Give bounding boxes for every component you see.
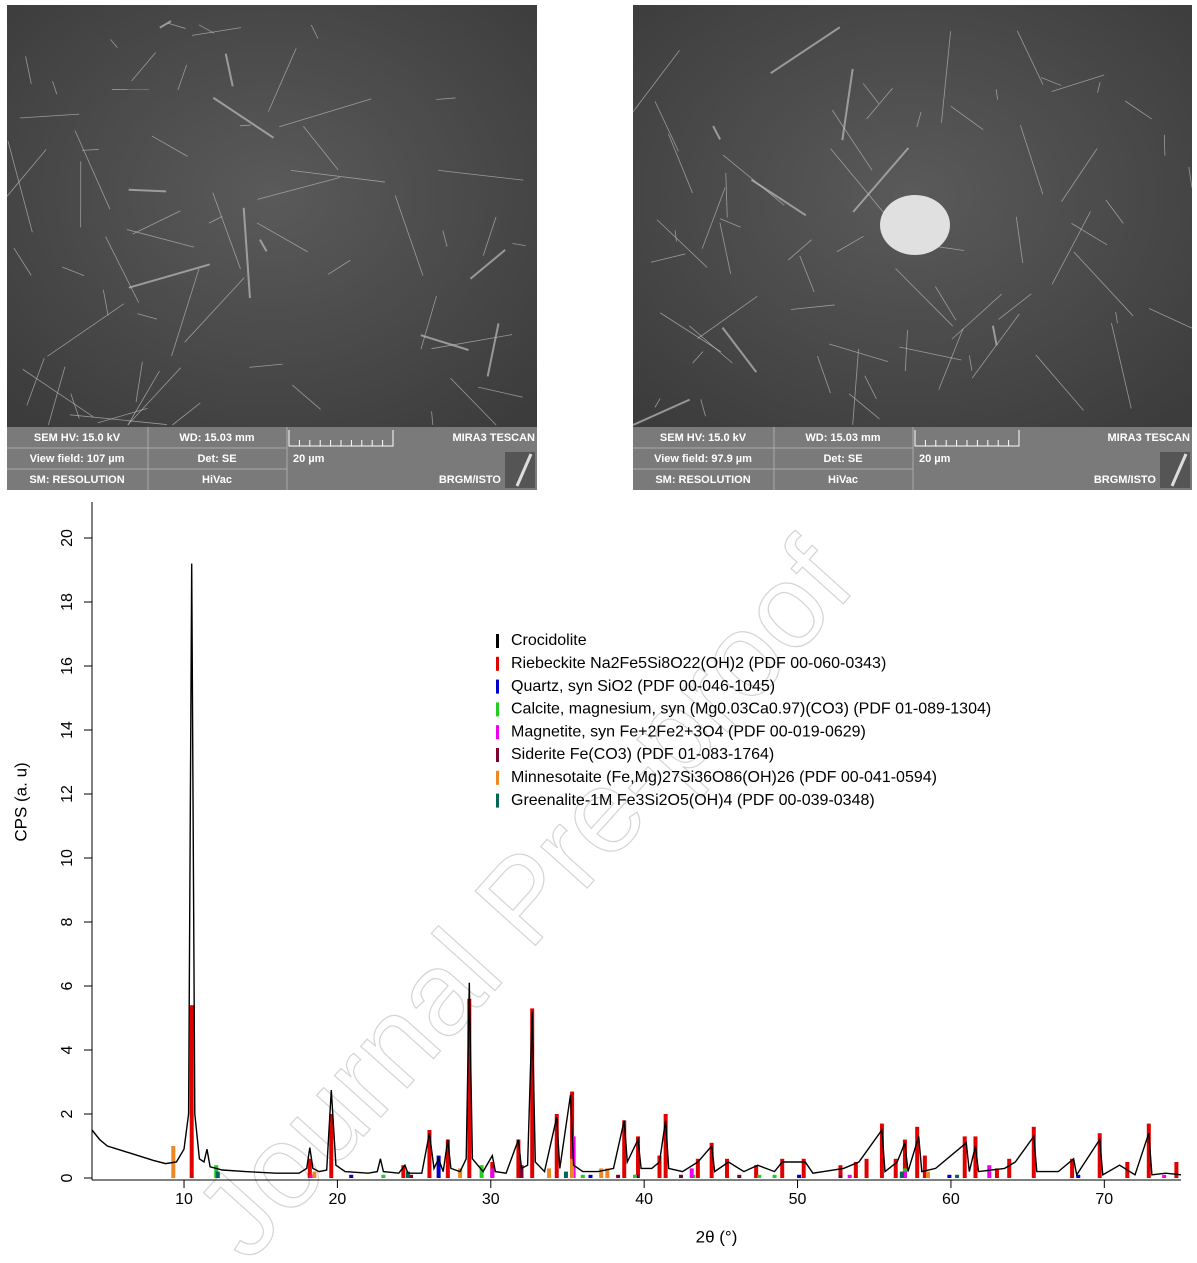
reference-stick <box>915 1127 919 1178</box>
legend-swatch <box>496 794 499 808</box>
info-text: SM: RESOLUTION <box>655 474 750 486</box>
y-tick-label: 18 <box>59 593 76 611</box>
legend-swatch <box>496 634 499 648</box>
legend-label: Magnetite, syn Fe+2Fe2+3O4 (PDF 00-019-0… <box>511 723 866 740</box>
info-text: HiVac <box>202 474 232 486</box>
info-text: WD: 15.03 mm <box>179 432 254 444</box>
legend-label: Siderite Fe(CO3) (PDF 01-083-1764) <box>511 746 774 763</box>
info-text: View field: 107 µm <box>30 453 125 465</box>
y-tick-label: 10 <box>59 849 76 867</box>
reference-stick <box>381 1175 385 1178</box>
x-tick-label: 50 <box>789 1191 807 1208</box>
reference-stick <box>947 1175 951 1178</box>
x-tick-label: 70 <box>1095 1191 1113 1208</box>
reference-stick <box>547 1168 551 1178</box>
x-tick-label: 10 <box>175 1191 193 1208</box>
x-tick-label: 30 <box>482 1191 500 1208</box>
reference-stick <box>616 1175 620 1178</box>
legend-label: Crocidolite <box>511 632 587 649</box>
reference-stick <box>838 1175 842 1178</box>
watermark: Journal Pre-proof <box>169 516 877 1258</box>
info-text: WD: 15.03 mm <box>805 432 880 444</box>
info-text: SEM HV: 15.0 kV <box>660 432 747 444</box>
reference-stick <box>987 1165 991 1178</box>
info-text: MIRA3 TESCAN <box>452 432 535 444</box>
reference-stick <box>737 1175 741 1178</box>
x-tick-label: 60 <box>942 1191 960 1208</box>
info-bar: SEM HV: 15.0 kV WD: 15.03 mm View field: 9… <box>633 427 1192 490</box>
reference-stick <box>1007 1159 1011 1178</box>
legend-swatch <box>496 702 499 716</box>
y-tick-label: 20 <box>59 529 76 547</box>
reference-stick <box>216 1172 220 1178</box>
y-tick-label: 0 <box>59 1173 76 1182</box>
sem-image <box>633 5 1192 427</box>
reference-stick <box>633 1175 637 1178</box>
reference-stick <box>564 1172 568 1178</box>
legend-swatch <box>496 680 499 694</box>
x-tick-label: 20 <box>329 1191 347 1208</box>
particle <box>880 195 950 255</box>
reference-stick <box>679 1175 683 1178</box>
info-text: View field: 97.9 µm <box>654 453 752 465</box>
legend-swatch <box>496 748 499 762</box>
legend-swatch <box>496 725 499 739</box>
reference-stick <box>1174 1162 1178 1178</box>
info-text: SM: RESOLUTION <box>29 474 124 486</box>
reference-stick <box>797 1175 801 1178</box>
reference-stick <box>588 1175 592 1178</box>
reference-stick <box>1162 1175 1166 1178</box>
info-text: HiVac <box>828 474 858 486</box>
info-text: BRGM/ISTO <box>1094 474 1157 486</box>
reference-stick <box>690 1168 694 1178</box>
info-text: MIRA3 TESCAN <box>1107 432 1190 444</box>
reference-stick <box>599 1168 603 1178</box>
y-tick-label: 4 <box>59 1045 76 1054</box>
y-tick-label: 12 <box>59 785 76 803</box>
reference-stick <box>773 1175 777 1178</box>
y-axis-label: CPS (a. u) <box>11 762 30 841</box>
page: SEM HV: 15.0 kV WD: 15.03 mm View field: 1… <box>0 0 1197 1258</box>
reference-stick <box>900 1172 904 1178</box>
reference-stick <box>865 1159 869 1178</box>
y-tick-label: 2 <box>59 1109 76 1118</box>
legend-label: Riebeckite Na2Fe5Si8O22(OH)2 (PDF 00-060… <box>511 655 886 672</box>
legend-label: Calcite, magnesium, syn (Mg0.03Ca0.97)(C… <box>511 701 991 718</box>
info-text: 20 µm <box>919 453 951 465</box>
y-tick-label: 14 <box>59 721 76 739</box>
info-text: BRGM/ISTO <box>439 474 502 486</box>
reference-stick <box>848 1175 852 1178</box>
info-text: Det: SE <box>823 453 862 465</box>
reference-stick <box>490 1168 494 1178</box>
legend-label: Minnesotaite (Fe,Mg)27Si36O86(OH)26 (PDF… <box>511 769 937 786</box>
micrograph <box>7 5 537 427</box>
x-tick-label: 40 <box>635 1191 653 1208</box>
legend-label: Greenalite-1M Fe3Si2O5(OH)4 (PDF 00-039-… <box>511 792 875 809</box>
fiber <box>1164 135 1165 156</box>
reference-stick <box>349 1175 353 1178</box>
y-tick-label: 6 <box>59 981 76 990</box>
sem-image <box>7 5 537 427</box>
reference-stick <box>955 1175 959 1178</box>
legend-label: Quartz, syn SiO2 (PDF 00-046-1045) <box>511 678 775 695</box>
y-tick-label: 16 <box>59 657 76 675</box>
reference-stick <box>190 1005 194 1178</box>
x-axis-label: 2θ (°) <box>696 1227 738 1246</box>
reference-stick <box>926 1172 930 1178</box>
reference-stick <box>312 1172 316 1178</box>
legend-swatch <box>496 771 499 785</box>
y-tick-label: 8 <box>59 917 76 926</box>
reference-stick <box>757 1175 761 1178</box>
info-text: 20 µm <box>293 453 325 465</box>
info-text: Det: SE <box>197 453 236 465</box>
info-bar: SEM HV: 15.0 kV WD: 15.03 mm View field: 1… <box>7 427 537 490</box>
reference-stick <box>581 1175 585 1178</box>
info-text: SEM HV: 15.0 kV <box>34 432 121 444</box>
legend-swatch <box>496 657 499 671</box>
